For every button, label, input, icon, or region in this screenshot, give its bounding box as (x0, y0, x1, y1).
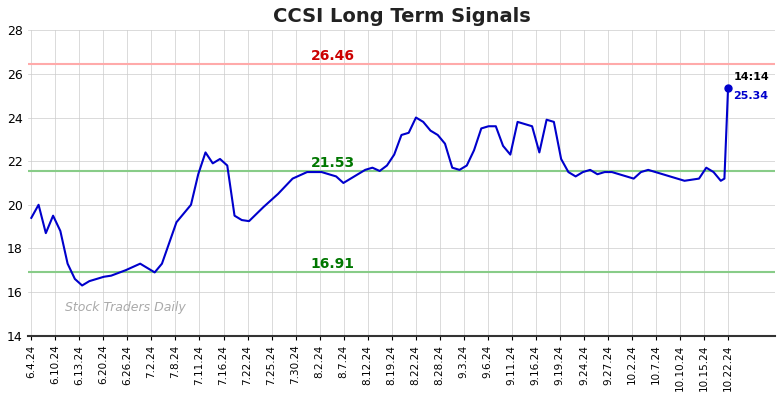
Title: CCSI Long Term Signals: CCSI Long Term Signals (273, 7, 530, 26)
Text: 16.91: 16.91 (310, 257, 354, 271)
Text: 26.46: 26.46 (310, 49, 354, 63)
Text: 14:14: 14:14 (734, 72, 769, 82)
Text: 21.53: 21.53 (310, 156, 354, 170)
Text: 25.34: 25.34 (734, 91, 768, 101)
Text: Stock Traders Daily: Stock Traders Daily (65, 301, 186, 314)
